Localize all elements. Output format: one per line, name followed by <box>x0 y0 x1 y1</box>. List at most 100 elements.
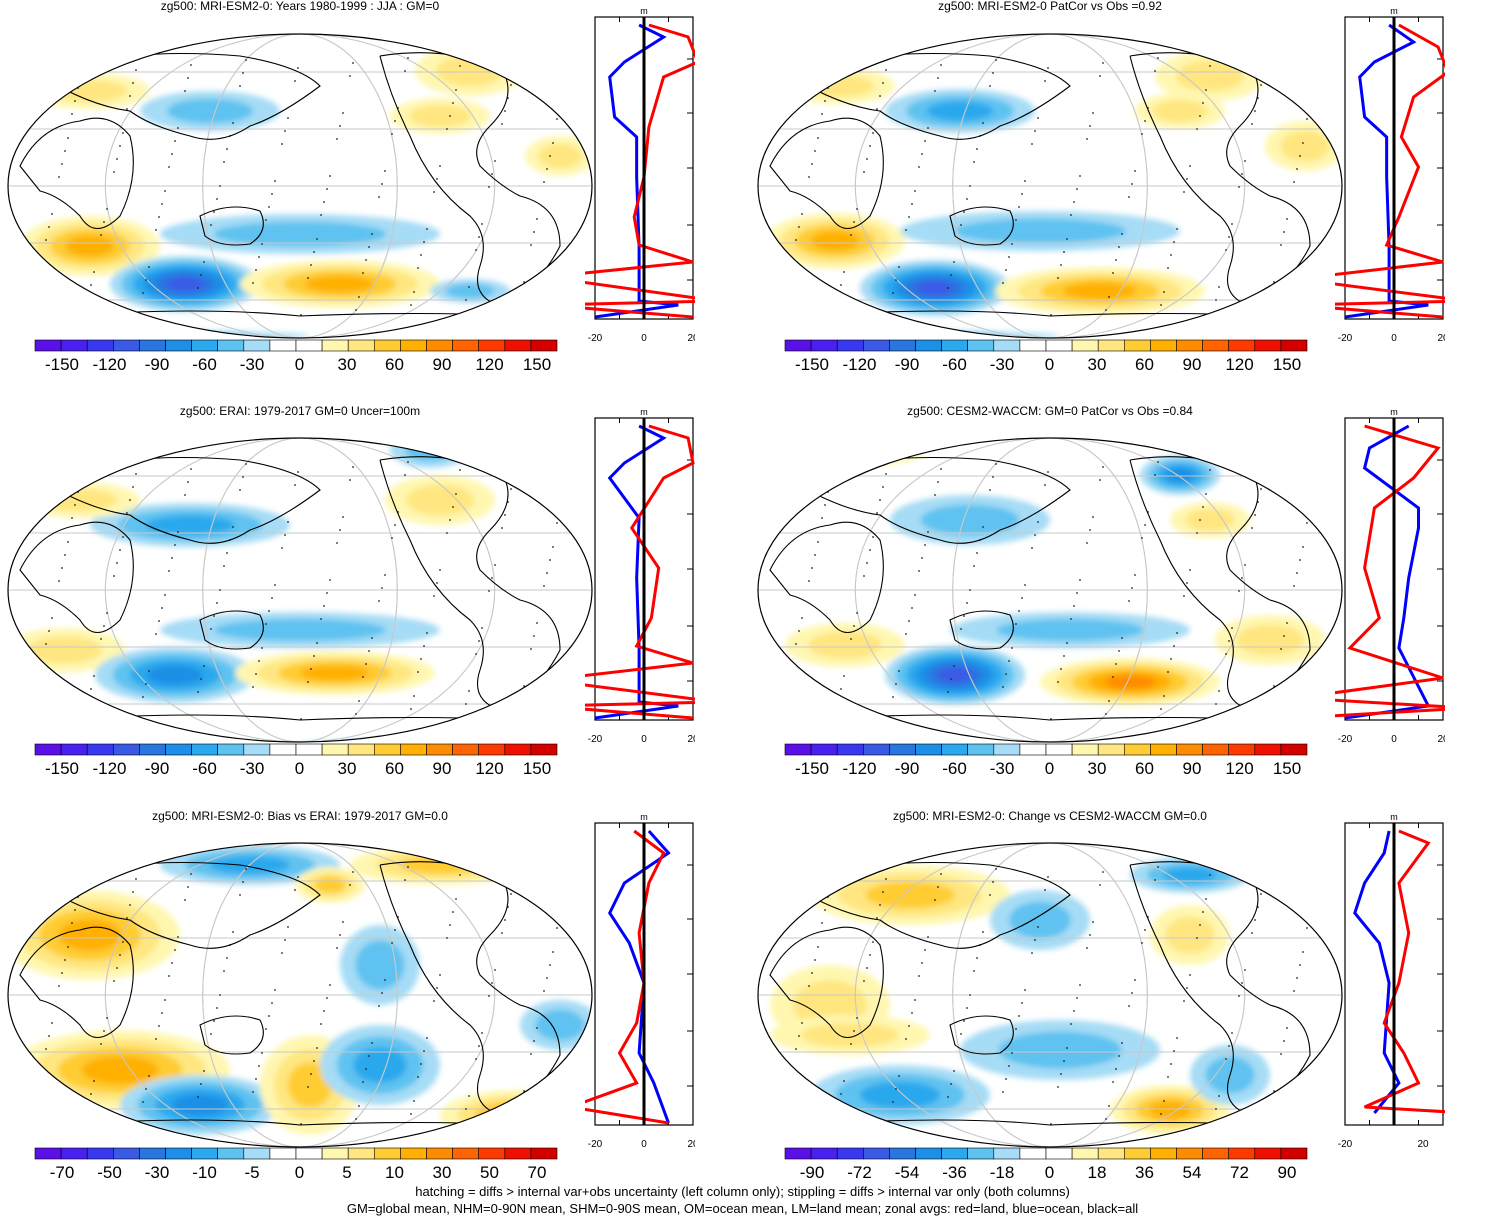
colorbar-label: -60 <box>942 355 967 374</box>
zonal-x-tick: -20 <box>1338 333 1353 344</box>
colorbar-label: 150 <box>1273 355 1301 374</box>
colorbar-label: 30 <box>1088 355 1107 374</box>
zonal-unit: m <box>640 812 648 822</box>
land-zonal-line <box>585 424 695 720</box>
colorbar-label: -150 <box>795 759 829 778</box>
panel-1-zonal-plot: m60N30N030S60S-20020 <box>585 6 695 344</box>
colorbar-label: 120 <box>475 355 503 374</box>
colorbar-label: 36 <box>1135 1163 1154 1182</box>
colorbar-label: 90 <box>1278 1163 1297 1182</box>
colorbar-label: -120 <box>842 759 876 778</box>
colorbar-label: 18 <box>1088 1163 1107 1182</box>
land-zonal-line <box>1335 424 1445 718</box>
panel-2-zonal-plot: m60N30N030S60S-20020 <box>1335 6 1445 344</box>
panel-2-title: zg500: MRI-ESM2-0 PatCor vs Obs =0.92 <box>938 0 1162 13</box>
land-zonal-line <box>1363 829 1445 1114</box>
colorbar-label: -54 <box>895 1163 920 1182</box>
colorbar-label: 90 <box>433 355 452 374</box>
colorbar-label: 5 <box>342 1163 351 1182</box>
panel-3-zonal-plot: m60N30N030S60S-20020 <box>585 407 695 745</box>
colorbar-label: -30 <box>240 355 265 374</box>
panel-4-title: zg500: CESM2-WACCM: GM=0 PatCor vs Obs =… <box>907 404 1193 418</box>
panel-6-colorbar: -90 -72 -54 -36 -18 0 18 36 54 72 90 <box>784 1147 1308 1182</box>
zonal-unit: m <box>640 407 648 417</box>
panel-4-map <box>757 437 1343 743</box>
panel-5-map <box>7 842 593 1148</box>
colorbar-label: 150 <box>523 759 551 778</box>
land-zonal-line <box>585 23 695 319</box>
colorbar-label: -30 <box>990 355 1015 374</box>
panel-1-colorbar: -150 -120 -90 -60 -30 0 30 60 90 120 150 <box>34 339 558 374</box>
colorbar-label: -120 <box>92 759 126 778</box>
ocean-zonal-line <box>1344 424 1431 720</box>
colorbar-label: 0 <box>1045 1163 1054 1182</box>
zonal-x-tick: 20 <box>687 333 695 344</box>
panel-3-map <box>7 437 593 743</box>
colorbar-label: -5 <box>244 1163 259 1182</box>
zonal-x-tick: -20 <box>1338 1139 1353 1150</box>
colorbar-label: -60 <box>192 759 217 778</box>
colorbar-label: 0 <box>295 759 304 778</box>
colorbar-label: -90 <box>145 355 170 374</box>
panel-4-colorbar: -150 -120 -90 -60 -30 0 30 60 90 120 150 <box>784 743 1308 778</box>
colorbar-label: 60 <box>385 355 404 374</box>
colorbar-label: -70 <box>50 1163 75 1182</box>
zonal-x-tick: 0 <box>641 1139 647 1150</box>
colorbar-label: 120 <box>475 759 503 778</box>
colorbar-label: -90 <box>895 759 920 778</box>
panel-5-colorbar: -70 -50 -30 -10 -5 0 5 10 30 50 70 <box>34 1147 558 1182</box>
panel-3-title: zg500: ERAI: 1979-2017 GM=0 Uncer=100m <box>179 404 421 418</box>
colorbar-label: 0 <box>1045 759 1054 778</box>
colorbar-label: -50 <box>97 1163 122 1182</box>
ocean-zonal-line <box>607 830 671 1124</box>
panel-6-map <box>757 842 1343 1148</box>
colorbar-label: -150 <box>45 759 79 778</box>
colorbar-label: 72 <box>1230 1163 1249 1182</box>
colorbar-label: 90 <box>1183 759 1202 778</box>
colorbar-label: 30 <box>338 759 357 778</box>
zonal-x-tick: 0 <box>1391 734 1397 745</box>
colorbar-label: -30 <box>990 759 1015 778</box>
colorbar-label: 30 <box>1088 759 1107 778</box>
footer-note-hatching: hatching = diffs > internal var+obs unce… <box>415 1184 1070 1199</box>
zonal-x-tick: 0 <box>641 734 647 745</box>
zonal-unit: m <box>1390 6 1398 16</box>
colorbar-label: -90 <box>145 759 170 778</box>
panel-5-zonal-plot: m60N30N030S60S-20020 <box>585 812 695 1150</box>
colorbar-label: 50 <box>480 1163 499 1182</box>
colorbar-label: 90 <box>1183 355 1202 374</box>
zonal-x-tick: 20 <box>1437 333 1445 344</box>
panel-2-colorbar: -150 -120 -90 -60 -30 0 30 60 90 120 150 <box>784 339 1308 374</box>
zonal-x-tick: -20 <box>588 734 603 745</box>
zonal-unit: m <box>1390 407 1398 417</box>
colorbar-label: -150 <box>45 355 79 374</box>
zonal-x-tick: 0 <box>641 333 647 344</box>
zonal-x-tick: -20 <box>1338 734 1353 745</box>
land-zonal-line <box>585 829 669 1125</box>
colorbar-label: 150 <box>523 355 551 374</box>
colorbar-label: 0 <box>1045 355 1054 374</box>
colorbar-label: -30 <box>240 759 265 778</box>
footer-note-legend: GM=global mean, NHM=0-90N mean, SHM=0-90… <box>346 1201 1139 1216</box>
colorbar-label: 30 <box>433 1163 452 1182</box>
colorbar-label: 90 <box>433 759 452 778</box>
zonal-x-tick: 20 <box>687 1139 695 1150</box>
panel-1-map <box>7 33 593 339</box>
panel-1-title: zg500: MRI-ESM2-0: Years 1980-1999 : JJA… <box>160 0 440 13</box>
panel-2-map <box>757 33 1343 339</box>
colorbar-label: 60 <box>1135 759 1154 778</box>
ocean-zonal-line <box>594 23 679 319</box>
colorbar-label: 120 <box>1225 759 1253 778</box>
colorbar-label: -36 <box>942 1163 967 1182</box>
land-zonal-line <box>1335 23 1445 319</box>
colorbar-label: -72 <box>847 1163 872 1182</box>
zonal-x-tick: -20 <box>588 333 603 344</box>
zonal-x-tick: -20 <box>588 1139 603 1150</box>
panel-4-zonal-plot: m60N30N030S60S-20020 <box>1335 407 1445 745</box>
zonal-x-tick: 20 <box>1417 1139 1429 1150</box>
panel-6-title: zg500: MRI-ESM2-0: Change vs CESM2-WACCM… <box>893 809 1207 823</box>
zonal-x-tick: 20 <box>687 734 695 745</box>
colorbar-label: -18 <box>990 1163 1015 1182</box>
colorbar-label: 150 <box>1273 759 1301 778</box>
